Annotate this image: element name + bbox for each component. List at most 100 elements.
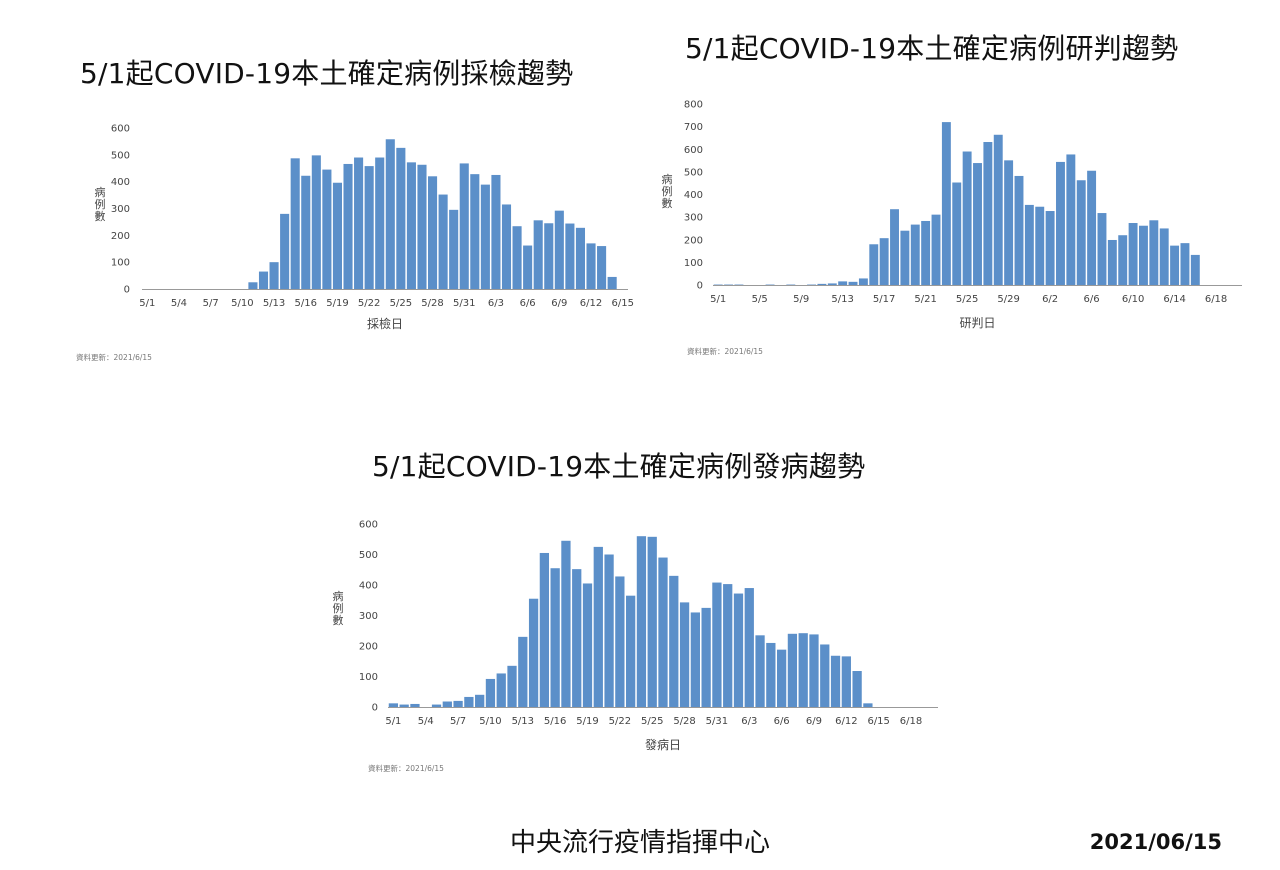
bar-5-3 <box>410 703 420 707</box>
x-tick-label: 6/9 <box>806 716 822 727</box>
x-tick-label: 6/18 <box>900 716 922 727</box>
x-tick-label: 6/15 <box>611 298 633 309</box>
y-axis-label-char: 數 <box>662 197 673 210</box>
bar-5-19 <box>582 583 593 707</box>
y-tick-label: 300 <box>684 213 703 224</box>
bar-5-31 <box>459 163 469 289</box>
bar-6-16 <box>1190 254 1200 285</box>
bar-5-24 <box>385 139 395 289</box>
x-tick-label: 5/7 <box>203 298 219 309</box>
bar-5-24 <box>952 182 962 285</box>
bar-5-19 <box>900 230 910 285</box>
y-tick-label: 500 <box>111 150 130 161</box>
bar-5-12 <box>258 271 269 289</box>
x-tick-label: 5/31 <box>706 716 728 727</box>
bar-5-16 <box>869 244 879 285</box>
x-tick-label: 5/10 <box>479 716 501 727</box>
x-tick-label: 6/9 <box>551 298 567 309</box>
bar-5-12 <box>507 665 517 707</box>
bar-5-13 <box>518 636 528 707</box>
bar-5-11 <box>496 673 506 707</box>
x-tick-label: 5/22 <box>358 298 380 309</box>
data-update-note: 資料更新：2021/6/15 <box>368 763 444 773</box>
x-tick-label: 6/14 <box>1163 294 1185 305</box>
bar-5-6 <box>442 701 452 707</box>
bar-5-22 <box>615 576 625 707</box>
bar-5-15 <box>858 278 868 285</box>
x-axis-label: 發病日 <box>645 737 681 752</box>
bar-6-4 <box>1066 154 1076 285</box>
x-tick-label: 6/6 <box>520 298 536 309</box>
y-tick-label: 600 <box>111 124 130 135</box>
bar-6-13 <box>597 246 607 289</box>
bar-5-27 <box>669 575 679 707</box>
x-tick-label: 5/21 <box>914 294 936 305</box>
bar-5-26 <box>973 163 982 285</box>
x-tick-label: 5/17 <box>873 294 895 305</box>
bar-5-18 <box>322 169 332 289</box>
x-tick-label: 5/22 <box>609 716 631 727</box>
x-tick-label: 5/16 <box>295 298 317 309</box>
x-tick-label: 6/18 <box>1205 294 1227 305</box>
y-tick-label: 700 <box>684 122 703 133</box>
bar-5-23 <box>626 595 636 707</box>
bar-6-12 <box>1149 220 1159 285</box>
bar-6-4 <box>755 635 765 707</box>
bar-5-17 <box>879 238 889 285</box>
bar-6-9 <box>554 210 564 289</box>
y-tick-label: 0 <box>124 285 130 296</box>
chart-title: 5/1起COVID-19本土確定病例採檢趨勢 <box>80 57 574 90</box>
bar-5-22 <box>364 166 374 289</box>
chart-diagnosis: 5/1起COVID-19本土確定病例研判趨勢 0 100 200 300 400 500 6… <box>655 25 1255 370</box>
bar-6-7 <box>533 220 543 289</box>
bar-5-30 <box>1014 175 1024 285</box>
bar-5-14 <box>848 281 858 285</box>
bar-5-23 <box>375 157 385 289</box>
bar-5-11 <box>248 282 258 289</box>
x-tick-label: 6/15 <box>867 716 889 727</box>
bar-5-29 <box>690 612 700 707</box>
bar-6-1 <box>1035 206 1045 285</box>
bar-5-12 <box>827 283 837 285</box>
bar-5-22 <box>931 214 941 285</box>
y-tick-label: 600 <box>359 520 378 531</box>
bar-6-13 <box>1159 228 1169 285</box>
bar-5-11 <box>817 283 827 285</box>
bar-5-7 <box>453 700 463 707</box>
bar-6-14 <box>863 703 873 707</box>
bar-5-16 <box>550 568 560 707</box>
footer-date: 2021/06/15 <box>1089 830 1222 854</box>
bar-6-13 <box>852 671 862 707</box>
chart-sampling: 5/1起COVID-19本土確定病例採檢趨勢 0 100 200 300 400 500 6… <box>68 50 648 370</box>
x-tick-label: 5/19 <box>326 298 348 309</box>
bar-5-29 <box>438 194 448 289</box>
bar-6-12 <box>841 656 851 707</box>
chart-diagnosis-plot: 0 100 200 300 400 500 600 700 800 5/1 5/5 5/9 5/13 5/… <box>662 100 1242 356</box>
bar-5-17 <box>311 155 321 289</box>
y-tick-label: 100 <box>111 258 130 269</box>
x-tick-label: 5/1 <box>139 298 155 309</box>
chart-sampling-plot: 0 100 200 300 400 500 600 5/1 5/4 5/7 5/10 5/13 5/16… <box>76 124 634 363</box>
y-tick-label: 500 <box>359 550 378 561</box>
bar-6-2 <box>1045 211 1055 285</box>
bar-5-20 <box>343 163 353 289</box>
bar-5-25 <box>962 151 972 285</box>
bar-5-9 <box>475 694 485 707</box>
bar-6-7 <box>1097 213 1107 285</box>
bar-5-8 <box>464 696 474 707</box>
y-axis-label-char: 例 <box>95 197 106 211</box>
bar-6-8 <box>1107 239 1117 285</box>
bar-5-30 <box>449 209 459 289</box>
bar-6-5 <box>766 642 776 707</box>
x-tick-label: 5/31 <box>453 298 475 309</box>
chart-title: 5/1起COVID-19本土確定病例研判趨勢 <box>685 32 1179 65</box>
y-tick-label: 600 <box>684 145 703 156</box>
bar-5-10 <box>485 678 496 707</box>
bar-6-12 <box>586 243 596 289</box>
bar-6-8 <box>544 223 554 289</box>
x-tick-label: 6/6 <box>1084 294 1100 305</box>
bar-5-30 <box>701 607 711 708</box>
x-tick-label: 5/29 <box>997 294 1019 305</box>
bar-5-28 <box>428 176 438 289</box>
y-axis-label-char: 例 <box>333 601 344 615</box>
